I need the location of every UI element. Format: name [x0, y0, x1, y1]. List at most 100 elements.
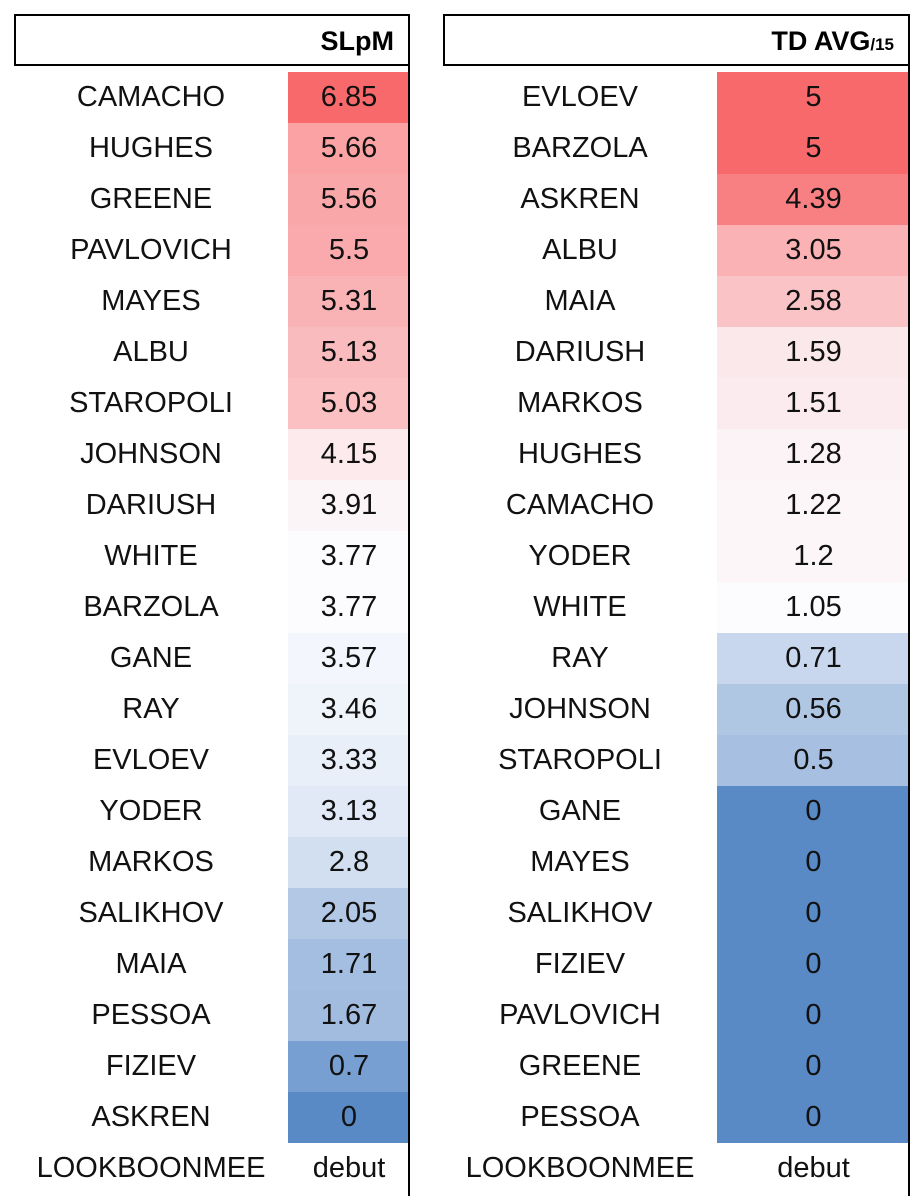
- table-row: EVLOEV 3.33: [14, 735, 410, 786]
- fighter-name: WHITE: [533, 591, 627, 623]
- header-label: SLpM: [321, 26, 395, 57]
- table-row: STAROPOLI 0.5: [443, 735, 910, 786]
- fighter-name: BARZOLA: [512, 132, 648, 164]
- stat-value: 3.77: [288, 531, 410, 582]
- table-row: FIZIEV 0.7: [14, 1041, 410, 1092]
- header-title: TD AVG: [771, 26, 871, 56]
- stat-value: 0: [717, 1041, 910, 1092]
- header-title: SLpM: [320, 26, 395, 56]
- fighter-name: ALBU: [113, 336, 189, 368]
- stat-value: 2.58: [717, 276, 910, 327]
- table-row: YODER 1.2: [443, 531, 910, 582]
- fighter-name: SALIKHOV: [507, 897, 653, 929]
- stat-value: 0: [717, 786, 910, 837]
- stat-value: 1.71: [288, 939, 410, 990]
- stat-value: 0: [288, 1092, 410, 1143]
- stat-value: 1.05: [717, 582, 910, 633]
- table-row: BARZOLA 5: [443, 123, 910, 174]
- stat-value: 0: [717, 888, 910, 939]
- table-row: MAIA 1.71: [14, 939, 410, 990]
- stat-value: 5.56: [288, 174, 410, 225]
- table-row: YODER 3.13: [14, 786, 410, 837]
- fighter-name: MARKOS: [88, 846, 214, 878]
- table-row: MAYES 0: [443, 837, 910, 888]
- table-row: DARIUSH 1.59: [443, 327, 910, 378]
- stat-value: 5: [717, 123, 910, 174]
- table-row: GREENE 0: [443, 1041, 910, 1092]
- fighter-name: PAVLOVICH: [499, 999, 661, 1031]
- fighter-name: DARIUSH: [85, 489, 217, 521]
- stat-value: 3.77: [288, 582, 410, 633]
- table-row: PAVLOVICH 0: [443, 990, 910, 1041]
- fighter-name: JOHNSON: [509, 693, 651, 725]
- stat-value: 0.5: [717, 735, 910, 786]
- fighter-name: PAVLOVICH: [70, 234, 232, 266]
- stat-value: 5.5: [288, 225, 410, 276]
- fighter-name: PESSOA: [520, 1101, 640, 1133]
- fighter-name: MAYES: [101, 285, 201, 317]
- fighter-name: STAROPOLI: [69, 387, 233, 419]
- fighter-name: EVLOEV: [521, 81, 639, 113]
- column-border: [408, 66, 410, 1196]
- table-row: PESSOA 0: [443, 1092, 910, 1143]
- table-row: GANE 0: [443, 786, 910, 837]
- table-header: TD AVG/15: [443, 14, 910, 66]
- fighter-name: WHITE: [104, 540, 198, 572]
- stat-value: 3.33: [288, 735, 410, 786]
- fighter-name: HUGHES: [517, 438, 643, 470]
- stat-value: 0: [717, 1092, 910, 1143]
- stat-value: 5.13: [288, 327, 410, 378]
- table-row: ALBU 3.05: [443, 225, 910, 276]
- table-row: ALBU 5.13: [14, 327, 410, 378]
- stat-value: 3.91: [288, 480, 410, 531]
- fighter-name: YODER: [99, 795, 203, 827]
- stat-value: 2.8: [288, 837, 410, 888]
- table-row: GREENE 5.56: [14, 174, 410, 225]
- table-row: EVLOEV 5: [443, 72, 910, 123]
- fighter-name: GREENE: [89, 183, 213, 215]
- table-row: MARKOS 1.51: [443, 378, 910, 429]
- table-row: DARIUSH 3.91: [14, 480, 410, 531]
- fighter-name: PESSOA: [91, 999, 211, 1031]
- table-row: LOOKBOONMEE debut: [14, 1143, 410, 1194]
- fighter-name: LOOKBOONMEE: [465, 1152, 695, 1184]
- stat-value: 3.13: [288, 786, 410, 837]
- stat-value: 0: [717, 837, 910, 888]
- fighter-name: GREENE: [518, 1050, 642, 1082]
- stat-value: 1.67: [288, 990, 410, 1041]
- table-row: PAVLOVICH 5.5: [14, 225, 410, 276]
- table-row: HUGHES 1.28: [443, 429, 910, 480]
- fighter-name: EVLOEV: [92, 744, 210, 776]
- stat-value: 0.7: [288, 1041, 410, 1092]
- table-row: GANE 3.57: [14, 633, 410, 684]
- stat-value: 5.31: [288, 276, 410, 327]
- table-row: CAMACHO 1.22: [443, 480, 910, 531]
- header-suffix: /15: [870, 35, 894, 54]
- fighter-name: MAYES: [530, 846, 630, 878]
- fighter-name: YODER: [528, 540, 632, 572]
- fighter-name: CAMACHO: [505, 489, 655, 521]
- stat-value: debut: [312, 1152, 386, 1184]
- table-row: BARZOLA 3.77: [14, 582, 410, 633]
- table-row: MAYES 5.31: [14, 276, 410, 327]
- table: TD AVG/15 EVLOEV 5 BARZOLA 5 ASKREN 4.39 ALBU 3.…: [443, 14, 910, 1200]
- stat-value: 2.05: [288, 888, 410, 939]
- table-row: MAIA 2.58: [443, 276, 910, 327]
- fighter-name: JOHNSON: [80, 438, 222, 470]
- table-row: CAMACHO 6.85: [14, 72, 410, 123]
- table-row: RAY 3.46: [14, 684, 410, 735]
- stat-value: 0: [717, 990, 910, 1041]
- stat-value: 3.46: [288, 684, 410, 735]
- stat-value: 0.56: [717, 684, 910, 735]
- table-row: ASKREN 0: [14, 1092, 410, 1143]
- stat-value: 4.39: [717, 174, 910, 225]
- fighter-name: FIZIEV: [534, 948, 626, 980]
- fighter-name: ALBU: [542, 234, 618, 266]
- stat-value: debut: [777, 1152, 850, 1184]
- column-border: [908, 66, 910, 1196]
- fighter-name: RAY: [122, 693, 180, 725]
- table-row: PESSOA 1.67: [14, 990, 410, 1041]
- fighter-name: GANE: [109, 642, 193, 674]
- fighter-name: STAROPOLI: [498, 744, 662, 776]
- stat-value: 3.57: [288, 633, 410, 684]
